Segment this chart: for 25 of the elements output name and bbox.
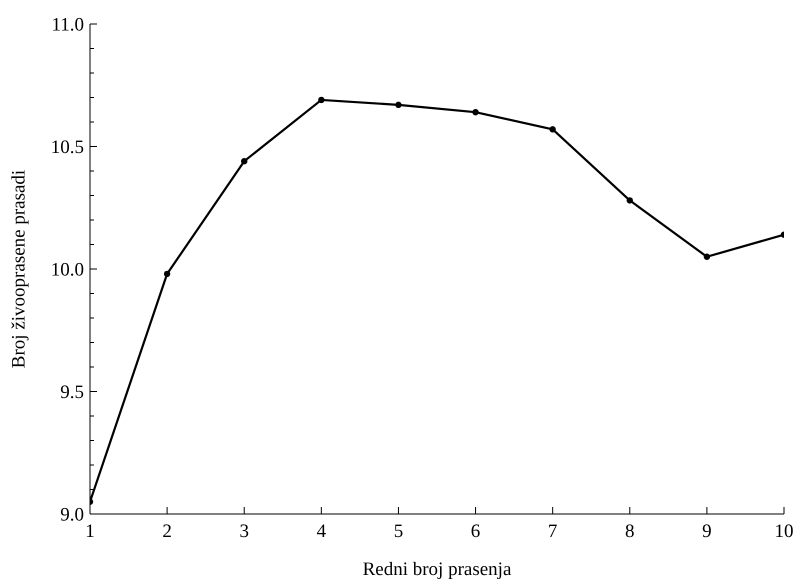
y-tick-label: 9.5 — [60, 382, 84, 404]
x-tick-label: 9 — [702, 521, 712, 542]
point — [395, 102, 402, 108]
x-tick-label: 5 — [394, 521, 404, 542]
point — [164, 270, 170, 278]
point — [241, 158, 248, 164]
x-tick-label: 2 — [162, 521, 172, 542]
y-tick-label: 9.0 — [60, 504, 84, 526]
x-tick-label: 4 — [316, 521, 327, 542]
point — [318, 96, 325, 104]
point — [472, 109, 479, 116]
x-tick-label: 6 — [470, 521, 480, 542]
y-tick-label: 11.0 — [51, 14, 84, 36]
x-tick-label: 8 — [625, 521, 635, 542]
point — [626, 197, 633, 204]
point — [549, 126, 556, 133]
y-axis-title: Broj živooprasene prasadi — [8, 170, 30, 368]
y-tick-label: 10.5 — [50, 137, 84, 158]
x-axis-title: Redni broj prasenja — [362, 559, 512, 580]
x-tick-label: 3 — [239, 521, 249, 542]
x-tick-label: 7 — [548, 521, 558, 542]
point — [704, 254, 710, 260]
y-tick-label: 10.0 — [50, 260, 84, 281]
x-tick-label: 1 — [85, 521, 95, 542]
x-tick-label: 10 — [774, 521, 794, 542]
